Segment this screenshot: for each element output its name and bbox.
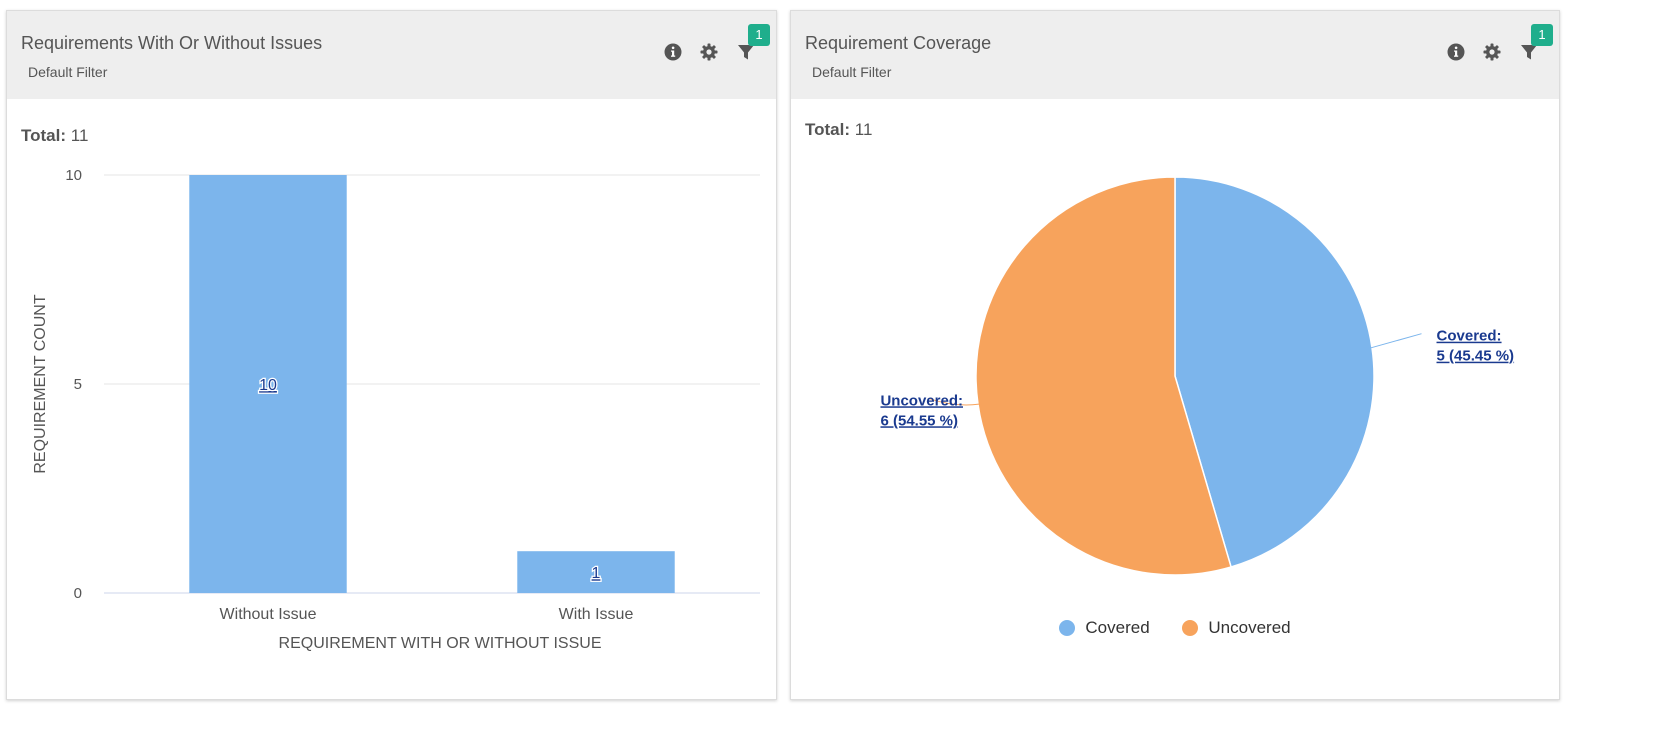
panel-header: Requirement Coverage Default Filter 1 bbox=[791, 11, 1559, 99]
filter-count-badge: 1 bbox=[748, 24, 770, 46]
filter-icon[interactable] bbox=[1520, 43, 1538, 61]
panel-header: Requirements With Or Without Issues Defa… bbox=[7, 11, 776, 99]
y-tick-label: 5 bbox=[74, 376, 82, 393]
gear-icon[interactable] bbox=[700, 43, 718, 61]
total-label: Total: bbox=[21, 126, 67, 145]
bar-data-label: 1 bbox=[592, 565, 601, 582]
panel-title: Requirements With Or Without Issues bbox=[21, 33, 323, 53]
info-icon[interactable] bbox=[664, 43, 682, 61]
bar bbox=[517, 551, 675, 593]
filter-subtitle: Default Filter bbox=[28, 64, 108, 80]
pie-data-label: Covered: bbox=[1437, 328, 1502, 345]
legend-label: Covered bbox=[1085, 618, 1150, 637]
pie-chart-panel: Requirement Coverage Default Filter 1 To… bbox=[790, 10, 1560, 700]
connector-line bbox=[1370, 333, 1422, 349]
bar-chart-panel: Requirements With Or Without Issues Defa… bbox=[6, 10, 777, 700]
pie-legend: Covered Uncovered bbox=[791, 618, 1559, 641]
pie-data-label: 6 (54.55 %) bbox=[880, 412, 958, 429]
total-value: 11 bbox=[70, 126, 89, 145]
legend-label: Uncovered bbox=[1208, 618, 1291, 637]
legend-item-uncovered[interactable]: Uncovered bbox=[1182, 618, 1291, 638]
gear-icon[interactable] bbox=[1483, 43, 1501, 61]
connector-line bbox=[928, 397, 980, 406]
total-value: 11 bbox=[854, 120, 873, 139]
filter-icon[interactable] bbox=[737, 43, 755, 61]
legend-marker bbox=[1059, 620, 1076, 636]
y-tick-label: 0 bbox=[74, 585, 82, 602]
pie-chart: Covered: 5 (45.45 %) Uncovered: 6 (54.55 %) bbox=[880, 176, 1515, 576]
bar-data-label: 10 bbox=[259, 377, 277, 394]
y-tick-label: 10 bbox=[65, 167, 82, 184]
y-axis-title: REQUIREMENT COUNT bbox=[32, 294, 49, 473]
x-tick-label: With Issue bbox=[559, 606, 634, 623]
pie-data-label: 5 (45.45 %) bbox=[1437, 348, 1515, 365]
info-icon[interactable] bbox=[1447, 43, 1465, 61]
total-label: Total: bbox=[805, 120, 851, 139]
filter-subtitle: Default Filter bbox=[812, 64, 892, 80]
panel-title: Requirement Coverage bbox=[805, 33, 992, 53]
filter-count-badge: 1 bbox=[1531, 24, 1553, 46]
legend-marker bbox=[1182, 620, 1199, 636]
bar bbox=[189, 175, 347, 593]
x-axis-title: REQUIREMENT WITH OR WITHOUT ISSUE bbox=[279, 635, 602, 652]
x-tick-label: Without Issue bbox=[220, 606, 317, 623]
total-count: Total: 11 bbox=[805, 120, 872, 140]
legend-item-covered[interactable]: Covered bbox=[1059, 618, 1150, 638]
total-count: Total: 11 bbox=[21, 126, 88, 146]
bar-chart: 0 5 10 10 Without Issue 1 With Issue REQUIREMEN… bbox=[32, 167, 760, 652]
pie-data-label: Uncovered: bbox=[880, 392, 963, 409]
